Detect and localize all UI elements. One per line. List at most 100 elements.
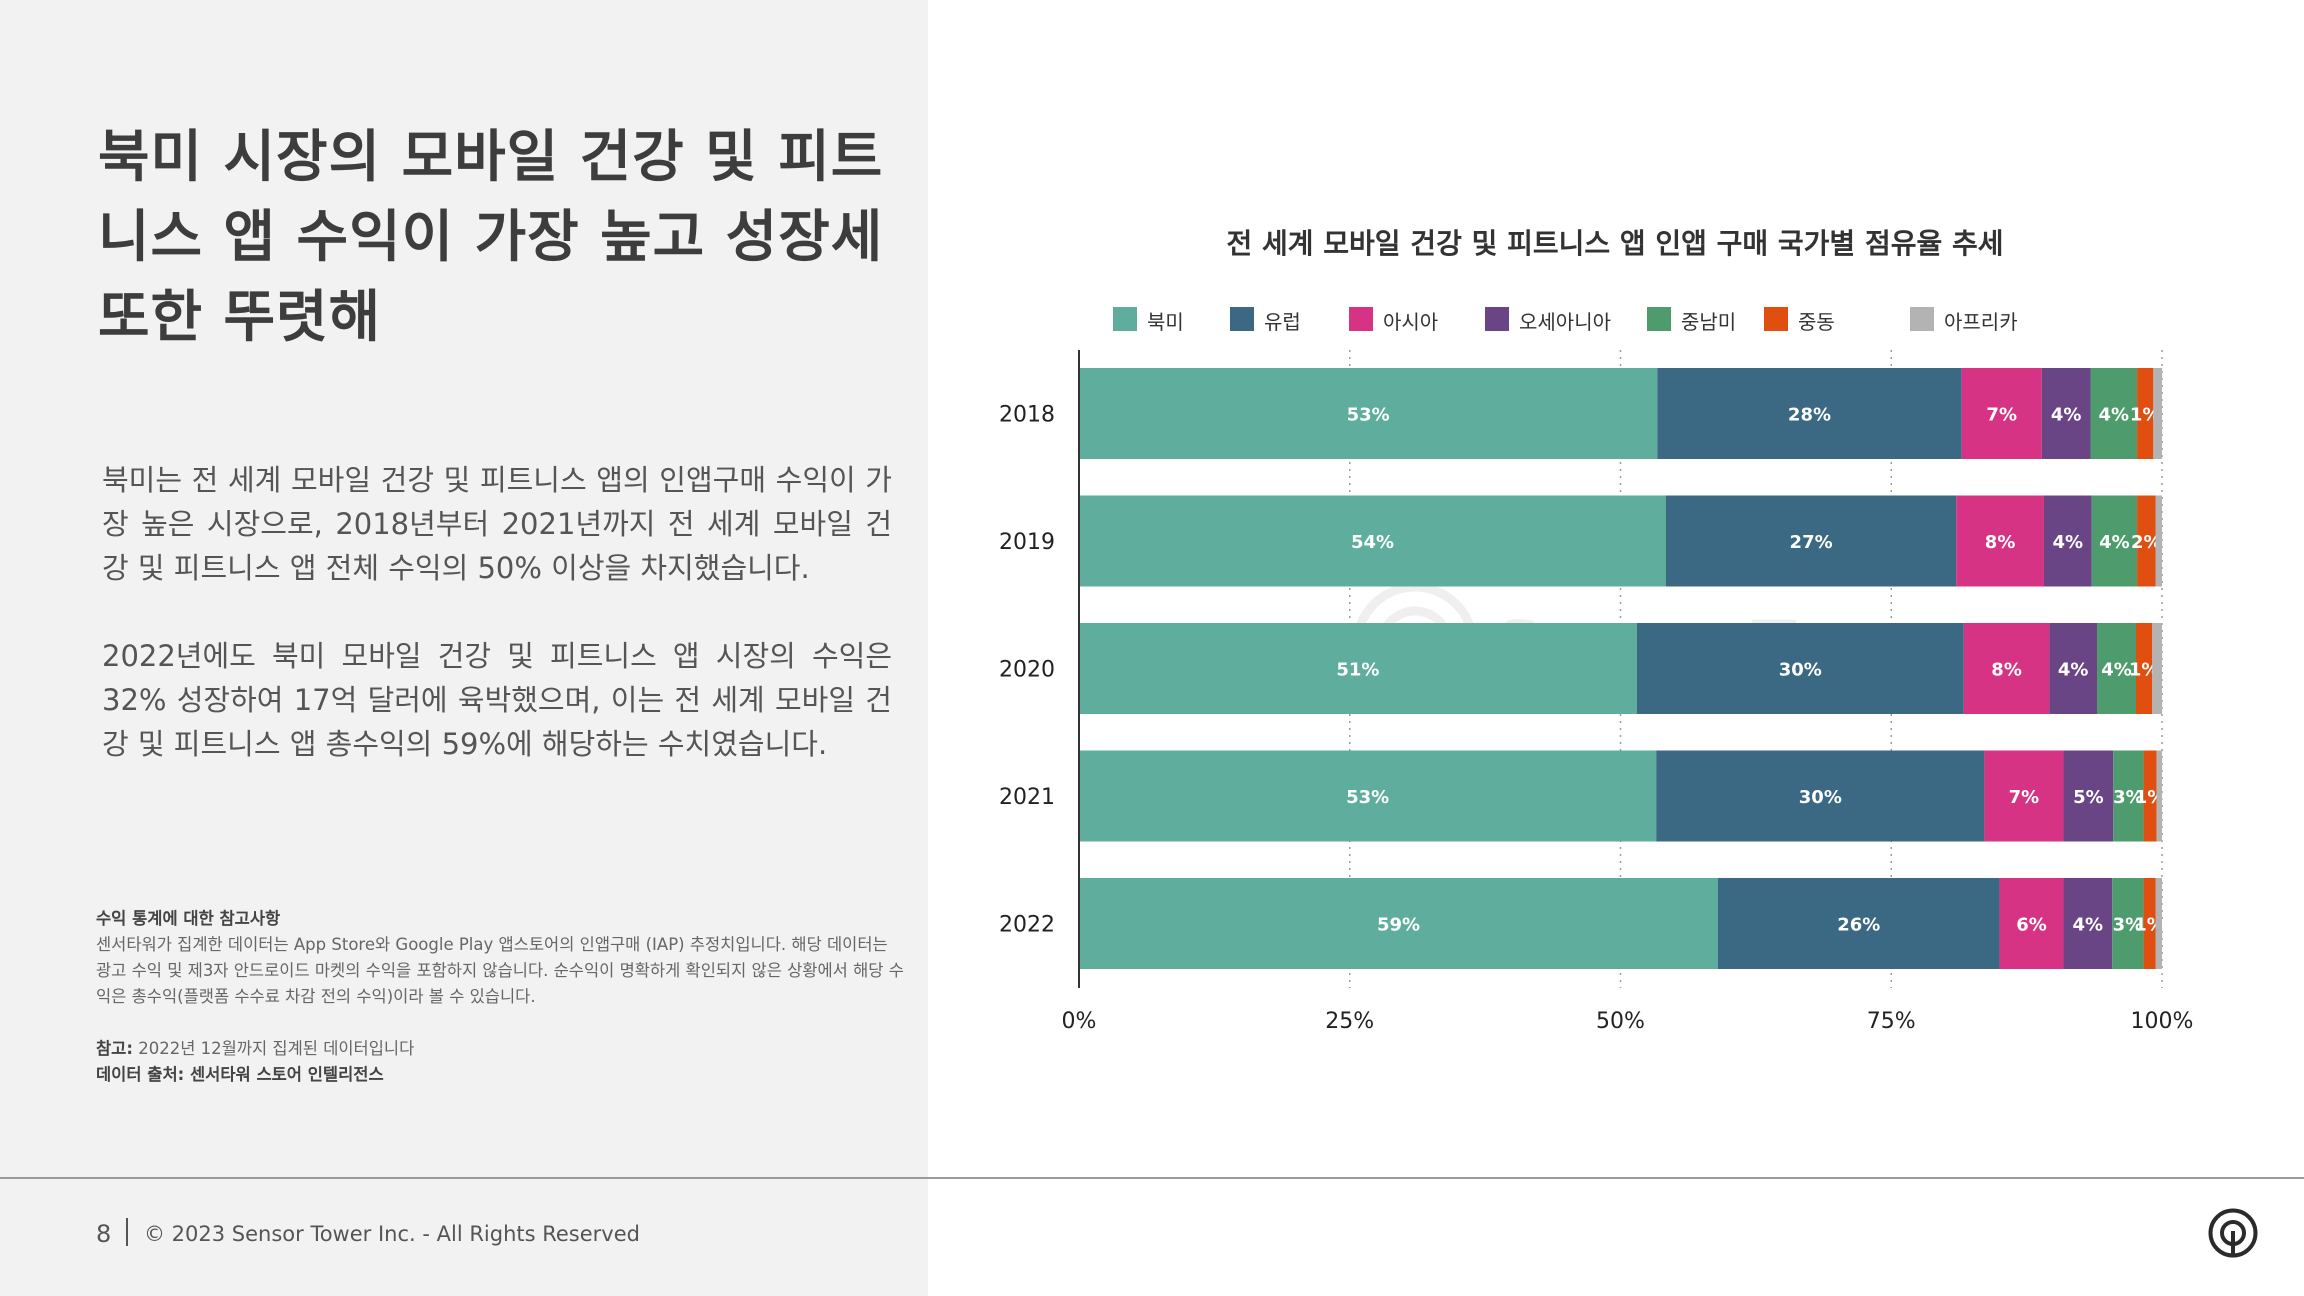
bar-segment: [2136, 623, 2153, 714]
data-label: 5%: [2073, 787, 2104, 808]
notes-heading: 수익 통계에 대한 참고사항: [96, 909, 281, 928]
bar-segment: [1079, 368, 1658, 459]
data-label: 7%: [2009, 787, 2040, 808]
bar-segment: [1636, 623, 1964, 714]
data-label: 8%: [1985, 532, 2016, 553]
bar-segment: [1961, 368, 2042, 459]
bar-segment: [2143, 878, 2156, 969]
legend-label: 중남미: [1681, 310, 1737, 334]
data-label: 1%: [2129, 660, 2160, 681]
data-label: 53%: [1347, 405, 1390, 426]
data-label: 1%: [2130, 405, 2161, 426]
bar-segment: [2097, 623, 2137, 714]
data-label: 4%: [2101, 660, 2132, 681]
bar-segment: [1657, 368, 1962, 459]
notes-body: 센서타워가 집계한 데이터는 App Store와 Google Play 앱스…: [96, 935, 904, 1006]
legend-label: 유럽: [1264, 310, 1301, 334]
bar-segment: [2113, 750, 2144, 842]
bar-segment: [2155, 878, 2162, 969]
bar-segment: [1717, 878, 2000, 969]
chart-title: 전 세계 모바일 건강 및 피트니스 앱 인앱 구매 국가별 점유율 추세: [1226, 227, 2004, 260]
bar-segment: [2063, 750, 2114, 842]
data-label: 3%: [2113, 915, 2144, 936]
legend-swatch: [1349, 307, 1373, 331]
x-tick-label: 25%: [1325, 1009, 1374, 1034]
bar-segment: [1665, 495, 1957, 587]
page-title: 북미 시장의 모바일 건강 및 피트니스 앱 수익이 가장 높고 성장세 또한 …: [98, 125, 884, 350]
data-label: 4%: [2058, 660, 2089, 681]
notes-reference-text: 2022년 12월까지 집계된 데이터입니다: [138, 1039, 415, 1058]
data-label: 8%: [1991, 660, 2022, 681]
x-tick-label: 50%: [1596, 1009, 1645, 1034]
bar-segment: [2137, 368, 2154, 459]
bar-segment: [1656, 750, 1985, 842]
bar-segment: [2137, 495, 2156, 587]
left-panel: [0, 0, 928, 1296]
bar-segment: [2156, 750, 2162, 842]
data-label: 27%: [1790, 532, 1833, 553]
bar-segment: [2153, 368, 2162, 459]
bar-segment: [2043, 495, 2092, 587]
revenue-notes: 수익 통계에 대한 참고사항 센서타워가 집계한 데이터는 App Store와…: [96, 906, 906, 1088]
data-label: 54%: [1351, 532, 1394, 553]
legend-label: 북미: [1147, 310, 1184, 334]
data-label: 53%: [1346, 787, 1389, 808]
bar-segment: [2041, 368, 2091, 459]
y-tick-label: 2021: [999, 785, 1055, 810]
data-label: 30%: [1799, 787, 1842, 808]
y-tick-label: 2018: [999, 403, 1055, 428]
legend-swatch: [1910, 307, 1934, 331]
data-label: 2%: [2131, 532, 2162, 553]
footer-divider: [0, 1177, 2304, 1179]
bar-segment: [2091, 495, 2138, 587]
legend-swatch: [1485, 307, 1509, 331]
y-tick-label: 2019: [999, 530, 1055, 555]
bar-segment: [2155, 495, 2162, 587]
data-label: 28%: [1788, 405, 1831, 426]
notes-reference: 참고: 2022년 12월까지 집계된 데이터입니다: [96, 1036, 906, 1062]
data-label: 4%: [2099, 532, 2130, 553]
legend-swatch: [1764, 307, 1788, 331]
data-label: 4%: [2073, 915, 2104, 936]
legend-swatch: [1230, 307, 1254, 331]
data-label: 6%: [2016, 915, 2047, 936]
bar-segment: [2049, 623, 2098, 714]
footer-separator: [126, 1218, 128, 1246]
data-label: 4%: [2052, 532, 2083, 553]
legend-label: 아프리카: [1944, 310, 2018, 334]
notes-source: 데이터 출처: 센서타워 스토어 인텔리전스: [96, 1065, 384, 1084]
bar-segment: [2090, 368, 2138, 459]
bar-segment: [2063, 878, 2113, 969]
data-label: 59%: [1377, 915, 1420, 936]
copyright-text: © 2023 Sensor Tower Inc. - All Rights Re…: [144, 1222, 640, 1246]
legend-label: 중동: [1798, 310, 1835, 334]
paragraph-north-america-share: 북미는 전 세계 모바일 건강 및 피트니스 앱의 인앱구매 수익이 가장 높은…: [102, 463, 892, 585]
y-tick-label: 2020: [999, 658, 1055, 683]
y-tick-label: 2022: [999, 913, 1055, 938]
data-label: 30%: [1779, 660, 1822, 681]
bar-segment: [1079, 495, 1666, 587]
paragraph-2022-growth: 2022년에도 북미 모바일 건강 및 피트니스 앱 시장의 수익은 32% 성…: [102, 639, 892, 761]
bar-segment: [1079, 878, 1718, 969]
bar-segment: [1079, 623, 1637, 714]
legend-label: 오세아니아: [1519, 310, 1611, 334]
data-label: 26%: [1837, 915, 1880, 936]
legend-label: 아시아: [1383, 310, 1439, 334]
bar-segment: [2112, 878, 2144, 969]
bar-segment: [1984, 750, 2064, 842]
data-label: 51%: [1336, 660, 1379, 681]
data-label: 4%: [2051, 405, 2082, 426]
x-tick-label: 75%: [1867, 1009, 1916, 1034]
legend-swatch: [1647, 307, 1671, 331]
bar-segment: [1963, 623, 2050, 714]
notes-reference-label: 참고:: [96, 1039, 133, 1058]
legend-swatch: [1113, 307, 1137, 331]
bar-segment: [1079, 750, 1657, 842]
bar-segment: [2152, 623, 2162, 714]
page-number: 8: [96, 1220, 112, 1248]
x-tick-label: 100%: [2131, 1009, 2194, 1034]
bar-segment: [1956, 495, 2044, 587]
data-label: 3%: [2113, 787, 2144, 808]
x-tick-label: 0%: [1062, 1009, 1097, 1034]
